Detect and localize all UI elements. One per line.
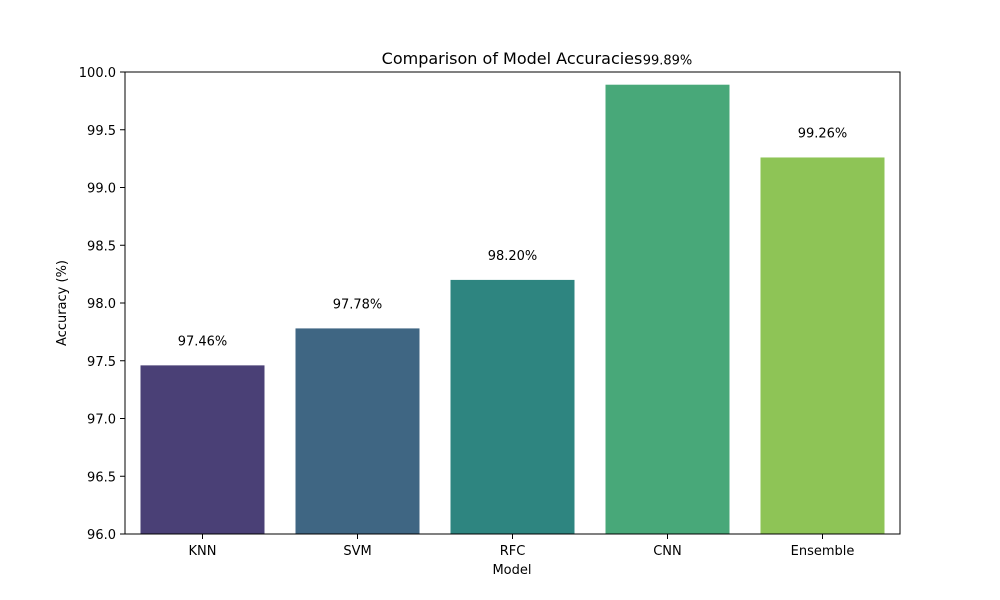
bar-ensemble [760, 157, 885, 534]
x-tick-label-ensemble: Ensemble [791, 544, 855, 559]
plot-frame [124, 71, 901, 535]
x-axis-label: Model [492, 563, 531, 578]
y-tick-label: 97.5 [87, 355, 116, 370]
bar-svm [295, 328, 420, 534]
y-tick-label: 96.5 [87, 470, 116, 485]
y-tick-label: 99.0 [87, 182, 116, 197]
y-axis: 96.0 96.5 97.0 97.5 98.0 98.5 99.0 99.5 100.0 [79, 66, 125, 543]
data-label-rfc: 98.20% [488, 249, 538, 264]
x-tick-label-rfc: RFC [500, 544, 526, 559]
bar-cnn [605, 84, 730, 534]
x-axis: KNN SVM RFC CNN Ensemble [189, 534, 855, 559]
data-label-cnn: 99.89% [643, 54, 693, 69]
bar-knn [140, 365, 265, 534]
y-axis-label: Accuracy (%) [55, 260, 70, 346]
y-tick-label: 98.5 [87, 239, 116, 254]
bar-rfc [450, 279, 575, 534]
data-label-svm: 97.78% [333, 297, 383, 312]
y-tick-label: 97.0 [87, 413, 116, 428]
y-tick-label: 100.0 [79, 66, 116, 81]
data-label-ensemble: 99.26% [798, 126, 848, 141]
data-label-knn: 97.46% [178, 334, 228, 349]
x-tick-label-cnn: CNN [653, 544, 682, 559]
y-tick-label: 99.5 [87, 124, 116, 139]
y-tick-label: 96.0 [87, 528, 116, 543]
x-tick-label-svm: SVM [343, 544, 371, 559]
bars-group [140, 84, 885, 534]
chart-title: Comparison of Model Accuracies [382, 49, 643, 68]
y-tick-label: 98.0 [87, 297, 116, 312]
data-labels-group: 97.46% 97.78% 98.20% 99.89% 99.26% [178, 54, 848, 350]
x-tick-label-knn: KNN [189, 544, 217, 559]
